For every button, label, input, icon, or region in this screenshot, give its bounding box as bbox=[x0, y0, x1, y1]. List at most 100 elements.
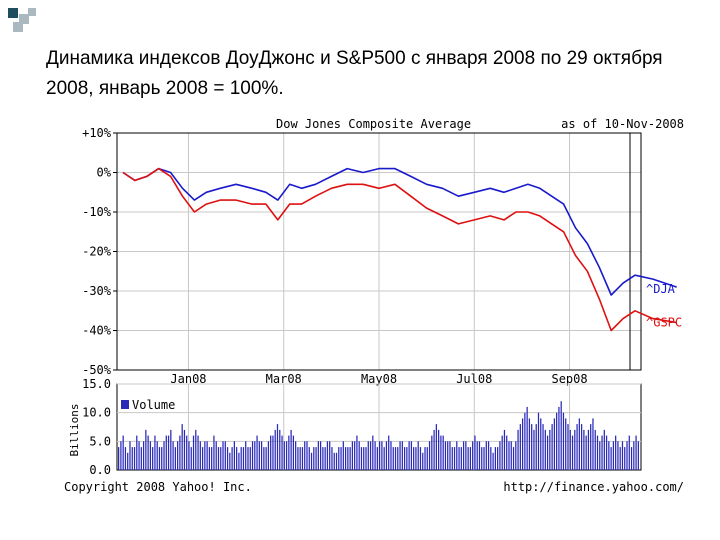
price-tick-label: -40% bbox=[82, 324, 112, 338]
volume-bar bbox=[177, 441, 179, 470]
volume-bars bbox=[118, 401, 639, 470]
volume-bar bbox=[503, 429, 506, 470]
volume-bar bbox=[197, 435, 199, 470]
volume-bar bbox=[542, 424, 544, 470]
volume-bar bbox=[324, 447, 326, 470]
copyright-text: Copyright 2008 Yahoo! Inc. bbox=[64, 480, 252, 494]
volume-bar bbox=[258, 441, 260, 470]
volume-bar bbox=[619, 447, 621, 470]
volume-bar bbox=[465, 441, 467, 470]
volume-bar bbox=[419, 447, 422, 470]
volume-bar bbox=[456, 441, 458, 470]
volume-y-axis: 0.0 5.0 10.0 15.0 bbox=[82, 377, 111, 477]
date-x-axis: Jan08 Mar08 May08 Jul08 Sep08 bbox=[170, 372, 587, 386]
volume-bar bbox=[492, 452, 494, 470]
price-tick-label: -10% bbox=[82, 205, 112, 219]
volume-bar bbox=[188, 441, 190, 470]
volume-bar bbox=[245, 441, 247, 470]
volume-bar bbox=[519, 424, 521, 470]
volume-bar bbox=[381, 441, 383, 470]
volume-bar bbox=[610, 447, 612, 470]
volume-bar bbox=[295, 441, 297, 470]
volume-bar bbox=[317, 441, 319, 470]
volume-bar bbox=[360, 447, 363, 470]
volume-bar bbox=[399, 441, 401, 470]
yahoo-url: http://finance.yahoo.com/ bbox=[503, 480, 684, 494]
volume-bar bbox=[526, 406, 528, 470]
volume-bar bbox=[129, 441, 131, 470]
volume-axis-label: Billions bbox=[68, 404, 81, 457]
volume-bar bbox=[326, 441, 329, 470]
volume-bar bbox=[367, 441, 369, 470]
price-tick-label: 0% bbox=[97, 166, 112, 180]
volume-bar bbox=[172, 441, 174, 470]
volume-bar bbox=[270, 435, 272, 470]
volume-bar bbox=[599, 441, 601, 470]
volume-bar bbox=[481, 447, 483, 470]
volume-bar bbox=[630, 447, 633, 470]
series-label-dja: ^DJA bbox=[646, 282, 676, 296]
volume-bar bbox=[401, 441, 403, 470]
volume-bar bbox=[308, 447, 310, 470]
volume-bar bbox=[233, 441, 235, 470]
volume-bar bbox=[617, 441, 619, 470]
volume-bar bbox=[585, 435, 587, 470]
volume-bar bbox=[372, 435, 374, 470]
volume-bar bbox=[163, 441, 165, 470]
volume-bar bbox=[335, 452, 338, 470]
volume-bar bbox=[605, 435, 608, 470]
volume-bar bbox=[442, 435, 444, 470]
volume-bar bbox=[590, 424, 592, 470]
volume-bar bbox=[594, 429, 596, 470]
volume-bar bbox=[224, 441, 226, 470]
volume-bar bbox=[156, 441, 158, 470]
volume-bar bbox=[626, 441, 628, 470]
volume-bar bbox=[204, 441, 206, 470]
volume-bar bbox=[388, 435, 390, 470]
series-line-dja bbox=[122, 167, 677, 296]
volume-bar bbox=[152, 447, 154, 470]
volume-bar bbox=[354, 441, 356, 470]
volume-bar bbox=[390, 441, 392, 470]
volume-bar bbox=[306, 441, 308, 470]
volume-bar bbox=[635, 435, 637, 470]
volume-bar bbox=[571, 435, 574, 470]
volume-bar bbox=[281, 435, 283, 470]
volume-bar bbox=[215, 441, 217, 470]
volume-bar bbox=[222, 441, 224, 470]
volume-bar bbox=[567, 424, 569, 470]
volume-bar bbox=[478, 441, 481, 470]
volume-bar bbox=[453, 447, 456, 470]
volume-bar bbox=[469, 447, 472, 470]
volume-bar bbox=[342, 441, 344, 470]
volume-bar bbox=[546, 435, 549, 470]
volume-bar bbox=[251, 441, 254, 470]
volume-bar bbox=[428, 441, 431, 470]
volume-bar bbox=[167, 435, 170, 470]
volume-bar bbox=[260, 441, 263, 470]
volume-bar bbox=[596, 435, 599, 470]
volume-bar bbox=[279, 429, 281, 470]
volume-bar bbox=[431, 435, 433, 470]
volume-bar bbox=[558, 406, 560, 470]
volume-bar bbox=[628, 435, 630, 470]
volume-bar bbox=[247, 447, 249, 470]
volume-bar bbox=[340, 447, 342, 470]
volume-bar bbox=[136, 435, 138, 470]
volume-tick-label: 0.0 bbox=[89, 463, 111, 477]
price-tick-label: -50% bbox=[82, 363, 112, 377]
volume-bar bbox=[379, 441, 381, 470]
volume-bar bbox=[140, 447, 142, 470]
volume-bar bbox=[190, 447, 192, 470]
volume-bar bbox=[537, 412, 540, 470]
volume-bar bbox=[310, 452, 313, 470]
volume-bar bbox=[501, 435, 503, 470]
volume-bar bbox=[621, 441, 624, 470]
volume-bar bbox=[322, 447, 324, 470]
volume-bar bbox=[158, 447, 161, 470]
price-series bbox=[122, 167, 677, 332]
volume-bar bbox=[226, 447, 229, 470]
volume-bar bbox=[329, 441, 331, 470]
volume-bar bbox=[521, 418, 524, 470]
volume-bar bbox=[517, 429, 519, 470]
